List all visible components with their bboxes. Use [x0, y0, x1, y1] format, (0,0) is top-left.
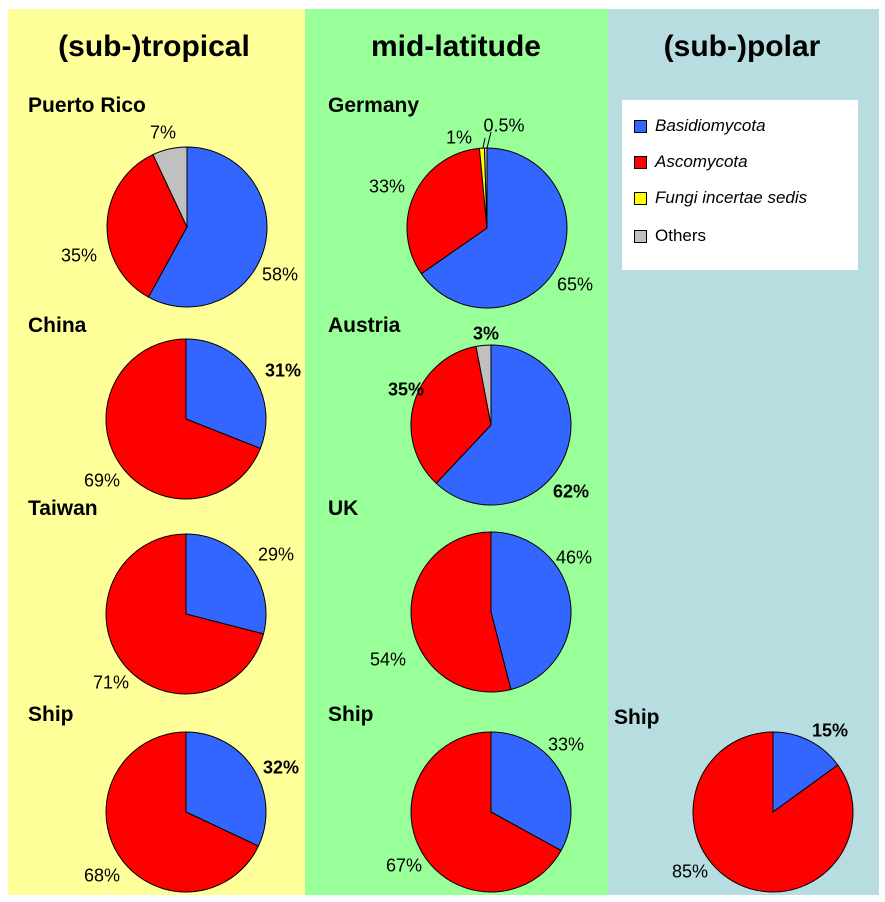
legend-label: Others [655, 226, 707, 245]
slice-ascomycota-mid-latitude-austria [410, 345, 492, 485]
slice-basidiomycota-sub-tropical-taiwan [185, 533, 267, 635]
pie-title-sub-tropical-china: China [28, 314, 87, 337]
data-label-others-mid-latitude-austria: 3% [472, 323, 500, 344]
pie-title-sub-tropical-taiwan: Taiwan [28, 497, 98, 520]
pie-title-mid-latitude-germany: Germany [328, 94, 420, 117]
data-label-ascomycota-sub-polar-ship: 85% [671, 861, 709, 882]
slice-ascomycota-mid-latitude-uk [410, 531, 512, 693]
slice-ascomycota-mid-latitude-germany [406, 147, 488, 275]
legend-item-ascomycota: Ascomycota [634, 152, 748, 172]
column-title-tropical: (sub-)tropical [58, 30, 250, 63]
legend-swatch-others [634, 229, 647, 243]
legend-swatch-ascomycota [634, 155, 647, 169]
slice-ascomycota-sub-polar-ship [692, 731, 854, 893]
legend-swatch-basidiomycota [634, 119, 647, 133]
slice-ascomycota-mid-latitude-ship [410, 731, 562, 893]
slice-others-mid-latitude-austria [475, 344, 492, 426]
column-title-polar: (sub-)polar [663, 30, 821, 63]
pie-sub-tropical-taiwan [105, 533, 267, 695]
legend-swatch-fungi-incertae-sedis [634, 191, 647, 205]
data-label-others-sub-tropical-puerto-rico: 7% [149, 122, 177, 143]
data-label-ascomycota-sub-tropical-taiwan: 71% [92, 672, 130, 693]
legend-item-basidiomycota: Basidiomycota [634, 116, 766, 136]
slice-basidiomycota-sub-polar-ship [772, 731, 839, 813]
pie-mid-latitude-uk [410, 531, 572, 693]
legend-item-fungi-incertae-sedis: Fungi incertae sedis [634, 188, 807, 208]
pie-mid-latitude-austria [410, 344, 572, 506]
data-label-basidiomycota-sub-tropical-taiwan: 29% [257, 544, 295, 565]
slice-basidiomycota-mid-latitude-uk [490, 531, 572, 691]
leader-line [482, 137, 486, 149]
data-label-fungi-incertae-sedis-mid-latitude-germany: 1% [445, 127, 473, 148]
leader-line [486, 131, 492, 149]
pie-sub-tropical-puerto-rico [106, 146, 268, 308]
slice-basidiomycota-mid-latitude-germany [420, 147, 568, 309]
slice-basidiomycota-sub-tropical-ship [185, 731, 267, 847]
pie-title-mid-latitude-ship: Ship [328, 703, 374, 726]
pie-sub-tropical-china [105, 338, 267, 500]
pie-sub-polar-ship [692, 731, 854, 893]
column-title-mid-latitude: mid-latitude [371, 30, 541, 63]
data-label-ascomycota-sub-tropical-ship: 68% [83, 865, 121, 886]
pie-title-sub-tropical-puerto-rico: Puerto Rico [28, 94, 146, 117]
pie-title-mid-latitude-uk: UK [328, 497, 359, 520]
data-label-ascomycota-mid-latitude-germany: 33% [368, 176, 406, 197]
pie-title-mid-latitude-austria: Austria [328, 314, 401, 337]
slice-basidiomycota-mid-latitude-austria [435, 344, 572, 506]
data-label-basidiomycota-sub-tropical-china: 31% [264, 360, 302, 381]
slice-others-sub-tropical-puerto-rico [152, 146, 188, 228]
data-label-basidiomycota-mid-latitude-uk: 46% [555, 547, 593, 568]
slice-basidiomycota-sub-tropical-china [185, 338, 267, 450]
data-label-ascomycota-sub-tropical-china: 69% [83, 470, 121, 491]
slice-ascomycota-sub-tropical-china [105, 338, 262, 500]
data-label-basidiomycota-mid-latitude-ship: 33% [547, 734, 585, 755]
legend: Basidiomycota Ascomycota Fungi incertae … [622, 100, 858, 270]
slice-basidiomycota-sub-tropical-puerto-rico [147, 146, 268, 308]
data-label-basidiomycota-sub-tropical-puerto-rico: 58% [261, 264, 299, 285]
legend-label: Basidiomycota [655, 116, 766, 135]
slice-ascomycota-sub-tropical-ship [105, 731, 260, 893]
legend-item-others: Others [634, 226, 706, 246]
slice-others-mid-latitude-germany [483, 147, 488, 229]
pie-mid-latitude-ship [410, 731, 572, 893]
data-label-basidiomycota-sub-tropical-ship: 32% [262, 757, 300, 778]
legend-label: Ascomycota [655, 152, 748, 171]
leader-lines-germany [482, 131, 492, 149]
data-label-others-mid-latitude-germany: 0.5% [483, 115, 525, 136]
slice-ascomycota-sub-tropical-puerto-rico [106, 153, 188, 298]
pie-mid-latitude-germany [406, 147, 568, 309]
data-label-ascomycota-sub-tropical-puerto-rico: 35% [60, 245, 98, 266]
pie-title-sub-polar-ship: Ship [614, 706, 660, 729]
slice-ascomycota-sub-tropical-taiwan [105, 533, 265, 695]
data-label-basidiomycota-mid-latitude-germany: 65% [556, 274, 594, 295]
pie-title-sub-tropical-ship: Ship [28, 703, 74, 726]
data-label-basidiomycota-sub-polar-ship: 15% [811, 720, 849, 741]
data-label-basidiomycota-mid-latitude-austria: 62% [552, 481, 590, 502]
slice-basidiomycota-mid-latitude-ship [490, 731, 572, 852]
data-label-ascomycota-mid-latitude-austria: 35% [387, 379, 425, 400]
legend-label: Fungi incertae sedis [655, 188, 808, 207]
data-label-ascomycota-mid-latitude-uk: 54% [369, 649, 407, 670]
data-label-ascomycota-mid-latitude-ship: 67% [385, 855, 423, 876]
pie-sub-tropical-ship [105, 731, 267, 893]
